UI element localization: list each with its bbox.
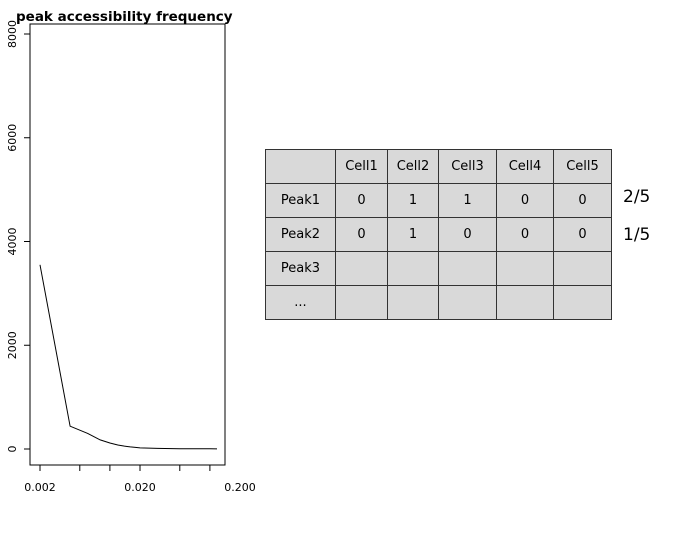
table-header-cell xyxy=(265,149,336,184)
table-header-cell: Cell4 xyxy=(496,149,554,184)
x-tick-label: 0.002 xyxy=(24,481,56,494)
table-cell: 0 xyxy=(335,183,388,218)
table-cell xyxy=(387,285,439,320)
y-tick-label: 4000 xyxy=(6,228,19,256)
table-cell: 0 xyxy=(496,183,554,218)
table-cell xyxy=(438,251,497,286)
row-fraction-label: 1/5 xyxy=(623,225,651,245)
table-cell: 1 xyxy=(387,217,439,252)
y-tick-label: 8000 xyxy=(6,20,19,48)
x-tick-label: 0.200 xyxy=(224,481,256,494)
table-cell: ... xyxy=(265,285,336,320)
table-cell: Peak1 xyxy=(265,183,336,218)
table-cell: 0 xyxy=(553,217,612,252)
table-header-cell: Cell1 xyxy=(335,149,388,184)
plot-frame xyxy=(29,23,226,466)
table-cell xyxy=(553,251,612,286)
table-row: ... xyxy=(265,285,612,320)
y-tick-label: 2000 xyxy=(6,331,19,359)
row-fraction-label: 2/5 xyxy=(623,187,651,207)
x-tick-label: 0.020 xyxy=(124,481,156,494)
table-header-row: Cell1 Cell2 Cell3 Cell4 Cell5 xyxy=(265,149,612,184)
table-cell xyxy=(553,285,612,320)
y-tick-label: 0 xyxy=(6,446,19,453)
table-cell: 0 xyxy=(335,217,388,252)
table-cell xyxy=(496,251,554,286)
table-cell: Peak2 xyxy=(265,217,336,252)
y-tick-label: 6000 xyxy=(6,124,19,152)
table-cell: Peak3 xyxy=(265,251,336,286)
table-row: Peak1 0 1 1 0 0 xyxy=(265,183,612,218)
table-header-cell: Cell2 xyxy=(387,149,439,184)
chart-title: peak accessibility frequency xyxy=(16,9,233,25)
peak-cell-matrix: Cell1 Cell2 Cell3 Cell4 Cell5 Peak1 0 1 … xyxy=(265,149,612,320)
table-header-cell: Cell5 xyxy=(553,149,612,184)
table-row: Peak2 0 1 0 0 0 xyxy=(265,217,612,252)
table-cell: 1 xyxy=(438,183,497,218)
table-header-cell: Cell3 xyxy=(438,149,497,184)
table-cell: 0 xyxy=(496,217,554,252)
table-cell xyxy=(335,251,388,286)
table-cell xyxy=(496,285,554,320)
table-row: Peak3 xyxy=(265,251,612,286)
table-cell xyxy=(438,285,497,320)
table-cell: 0 xyxy=(438,217,497,252)
table-cell: 0 xyxy=(553,183,612,218)
table-cell: 1 xyxy=(387,183,439,218)
table-cell xyxy=(335,285,388,320)
series-line xyxy=(39,264,218,450)
table-cell xyxy=(387,251,439,286)
